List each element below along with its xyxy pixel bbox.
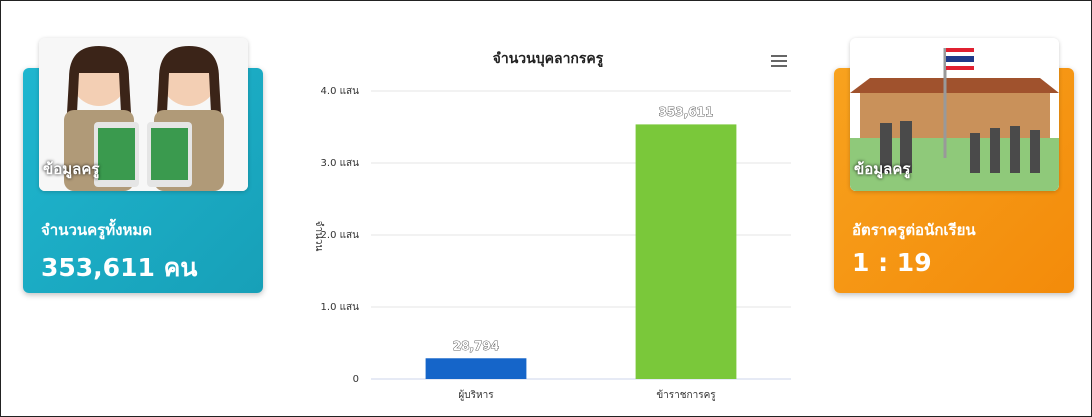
x-tick-label: ข้าราชการครู: [656, 389, 716, 401]
y-tick-label: 3.0 แสน: [321, 158, 360, 169]
bar: [635, 124, 737, 379]
bar: [425, 358, 527, 379]
card-value: 353,611 คน: [41, 253, 198, 282]
image-caption: ข้อมูลครู: [854, 160, 911, 178]
image-caption: ข้อมูลครู: [43, 160, 100, 178]
card-label: จำนวนครูทั้งหมด: [41, 221, 152, 239]
school-illustration: [850, 38, 1059, 191]
y-axis-label: จำนวน: [313, 221, 324, 252]
data-label: 353,611: [659, 105, 714, 119]
teacher-count-card[interactable]: ข้อมูลครู จำนวนครูทั้งหมด 353,611 คน: [23, 38, 263, 293]
chart-title: จำนวนบุคลากรครู: [493, 51, 604, 67]
y-tick-label: 2.0 แสน: [321, 230, 360, 241]
card-value: 1 : 19: [852, 248, 932, 277]
x-tick-label: ผู้บริหาร: [458, 389, 494, 401]
y-tick-label: 0: [353, 374, 359, 385]
teachers-illustration: [39, 38, 248, 191]
y-tick-label: 1.0 แสน: [321, 302, 360, 313]
card-image: ข้อมูลครู: [850, 38, 1059, 191]
card-label: อัตราครูต่อนักเรียน: [852, 221, 976, 239]
menu-button[interactable]: [771, 55, 787, 67]
ratio-card[interactable]: ข้อมูลครู อัตราครูต่อนักเรียน 1 : 19: [834, 38, 1074, 293]
data-label: 28,794: [453, 339, 499, 353]
y-tick-label: 4.0 แสน: [321, 86, 360, 97]
card-image: ข้อมูลครู: [39, 38, 248, 191]
